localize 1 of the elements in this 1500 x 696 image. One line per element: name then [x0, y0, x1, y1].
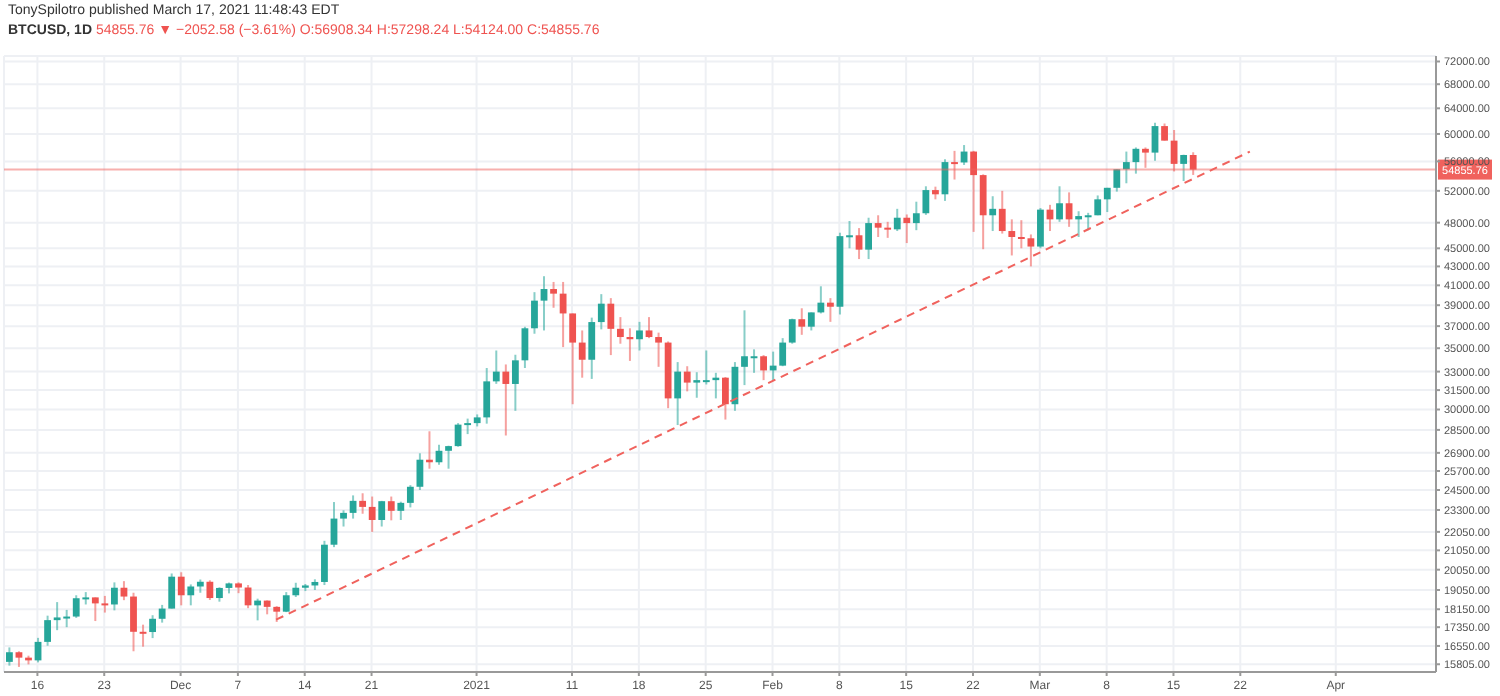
candlestick — [101, 594, 109, 614]
